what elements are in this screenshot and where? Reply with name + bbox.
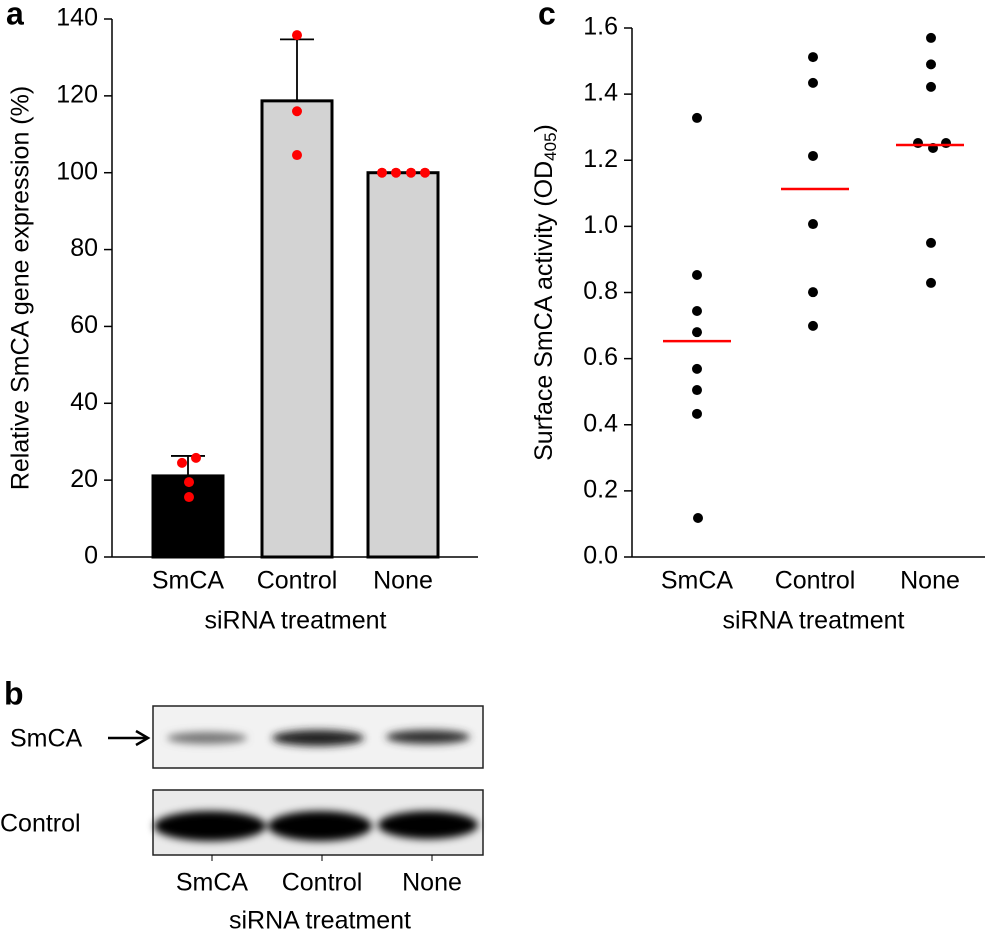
y-axis-label: Relative SmCA gene expression (%) xyxy=(7,86,35,490)
data-point xyxy=(177,457,187,468)
y-axis-label-part: Surface SmCA activity (OD xyxy=(530,161,558,461)
row-label: SmCA xyxy=(10,725,83,753)
lane-label: None xyxy=(402,869,462,897)
panel-label: a xyxy=(6,0,24,31)
band xyxy=(272,730,364,746)
x-axis-label: siRNA treatment xyxy=(204,607,386,635)
y-tick-label: 40 xyxy=(70,388,98,416)
arrow-head xyxy=(135,729,151,747)
data-point xyxy=(692,385,702,396)
lane-label: SmCA xyxy=(176,869,249,897)
panel-label: b xyxy=(4,675,24,711)
data-point xyxy=(191,452,201,463)
x-tick-label: None xyxy=(373,567,433,595)
data-point xyxy=(292,106,302,117)
bar xyxy=(151,474,225,559)
y-tick-label: 0.4 xyxy=(583,409,618,437)
data-point xyxy=(292,150,302,161)
data-point xyxy=(184,477,194,488)
y-tick-label: 100 xyxy=(56,157,98,185)
data-point xyxy=(420,167,430,178)
band xyxy=(167,732,247,744)
data-point xyxy=(941,138,951,149)
x-tick-label: Control xyxy=(257,567,338,595)
data-point xyxy=(926,59,936,70)
data-point xyxy=(377,167,387,178)
data-point xyxy=(692,112,702,123)
bar xyxy=(366,171,440,559)
data-point xyxy=(692,327,702,338)
x-tick-label: None xyxy=(900,567,960,595)
lane-label: Control xyxy=(282,869,363,897)
data-point xyxy=(808,77,818,88)
data-point xyxy=(926,81,936,92)
data-point xyxy=(926,277,936,288)
data-point xyxy=(692,269,702,280)
data-point xyxy=(692,408,702,419)
y-tick-label: 0.8 xyxy=(583,277,618,305)
x-tick-label: Control xyxy=(775,567,856,595)
data-point xyxy=(926,32,936,43)
y-tick-label: 0.2 xyxy=(583,475,618,503)
y-tick-label: 1.4 xyxy=(583,79,618,107)
y-tick-label: 1.6 xyxy=(583,13,618,41)
panel-label: c xyxy=(538,0,556,31)
y-tick-label: 1.0 xyxy=(583,211,618,239)
y-tick-label: 0.0 xyxy=(583,542,618,570)
y-tick-label: 0 xyxy=(84,542,98,570)
data-point xyxy=(808,150,818,161)
x-axis-label: siRNA treatment xyxy=(722,607,904,635)
y-axis-label-part: ) xyxy=(530,124,558,132)
data-point xyxy=(406,167,416,178)
data-point xyxy=(292,30,302,41)
data-point xyxy=(926,237,936,248)
blot-bands xyxy=(154,730,478,841)
y-tick-label: 140 xyxy=(56,4,98,32)
y-tick-label: 20 xyxy=(70,465,98,493)
y-tick-label: 1.2 xyxy=(583,145,618,173)
data-point xyxy=(913,138,923,149)
x-axis-label: siRNA treatment xyxy=(229,907,411,935)
y-tick-label: 80 xyxy=(70,234,98,262)
band xyxy=(378,811,478,839)
bar xyxy=(260,99,334,559)
data-point xyxy=(808,52,818,63)
x-tick-label: SmCA xyxy=(661,567,734,595)
data-point xyxy=(692,363,702,374)
band xyxy=(268,811,372,841)
y-tick-label: 120 xyxy=(56,80,98,108)
data-point xyxy=(693,512,703,523)
data-point xyxy=(808,219,818,230)
data-point xyxy=(391,167,401,178)
row-label: Control xyxy=(0,810,81,838)
data-point xyxy=(184,492,194,503)
x-tick-label: SmCA xyxy=(152,567,225,595)
band xyxy=(386,730,470,744)
y-tick-label: 0.6 xyxy=(583,343,618,371)
data-point xyxy=(808,287,818,298)
y-tick-label: 60 xyxy=(70,311,98,339)
data-point xyxy=(692,306,702,317)
y-axis-label: Surface SmCA activity (OD405) xyxy=(530,124,561,461)
y-axis-label-sub: 405 xyxy=(541,132,560,160)
band xyxy=(154,811,266,841)
data-point xyxy=(808,320,818,331)
